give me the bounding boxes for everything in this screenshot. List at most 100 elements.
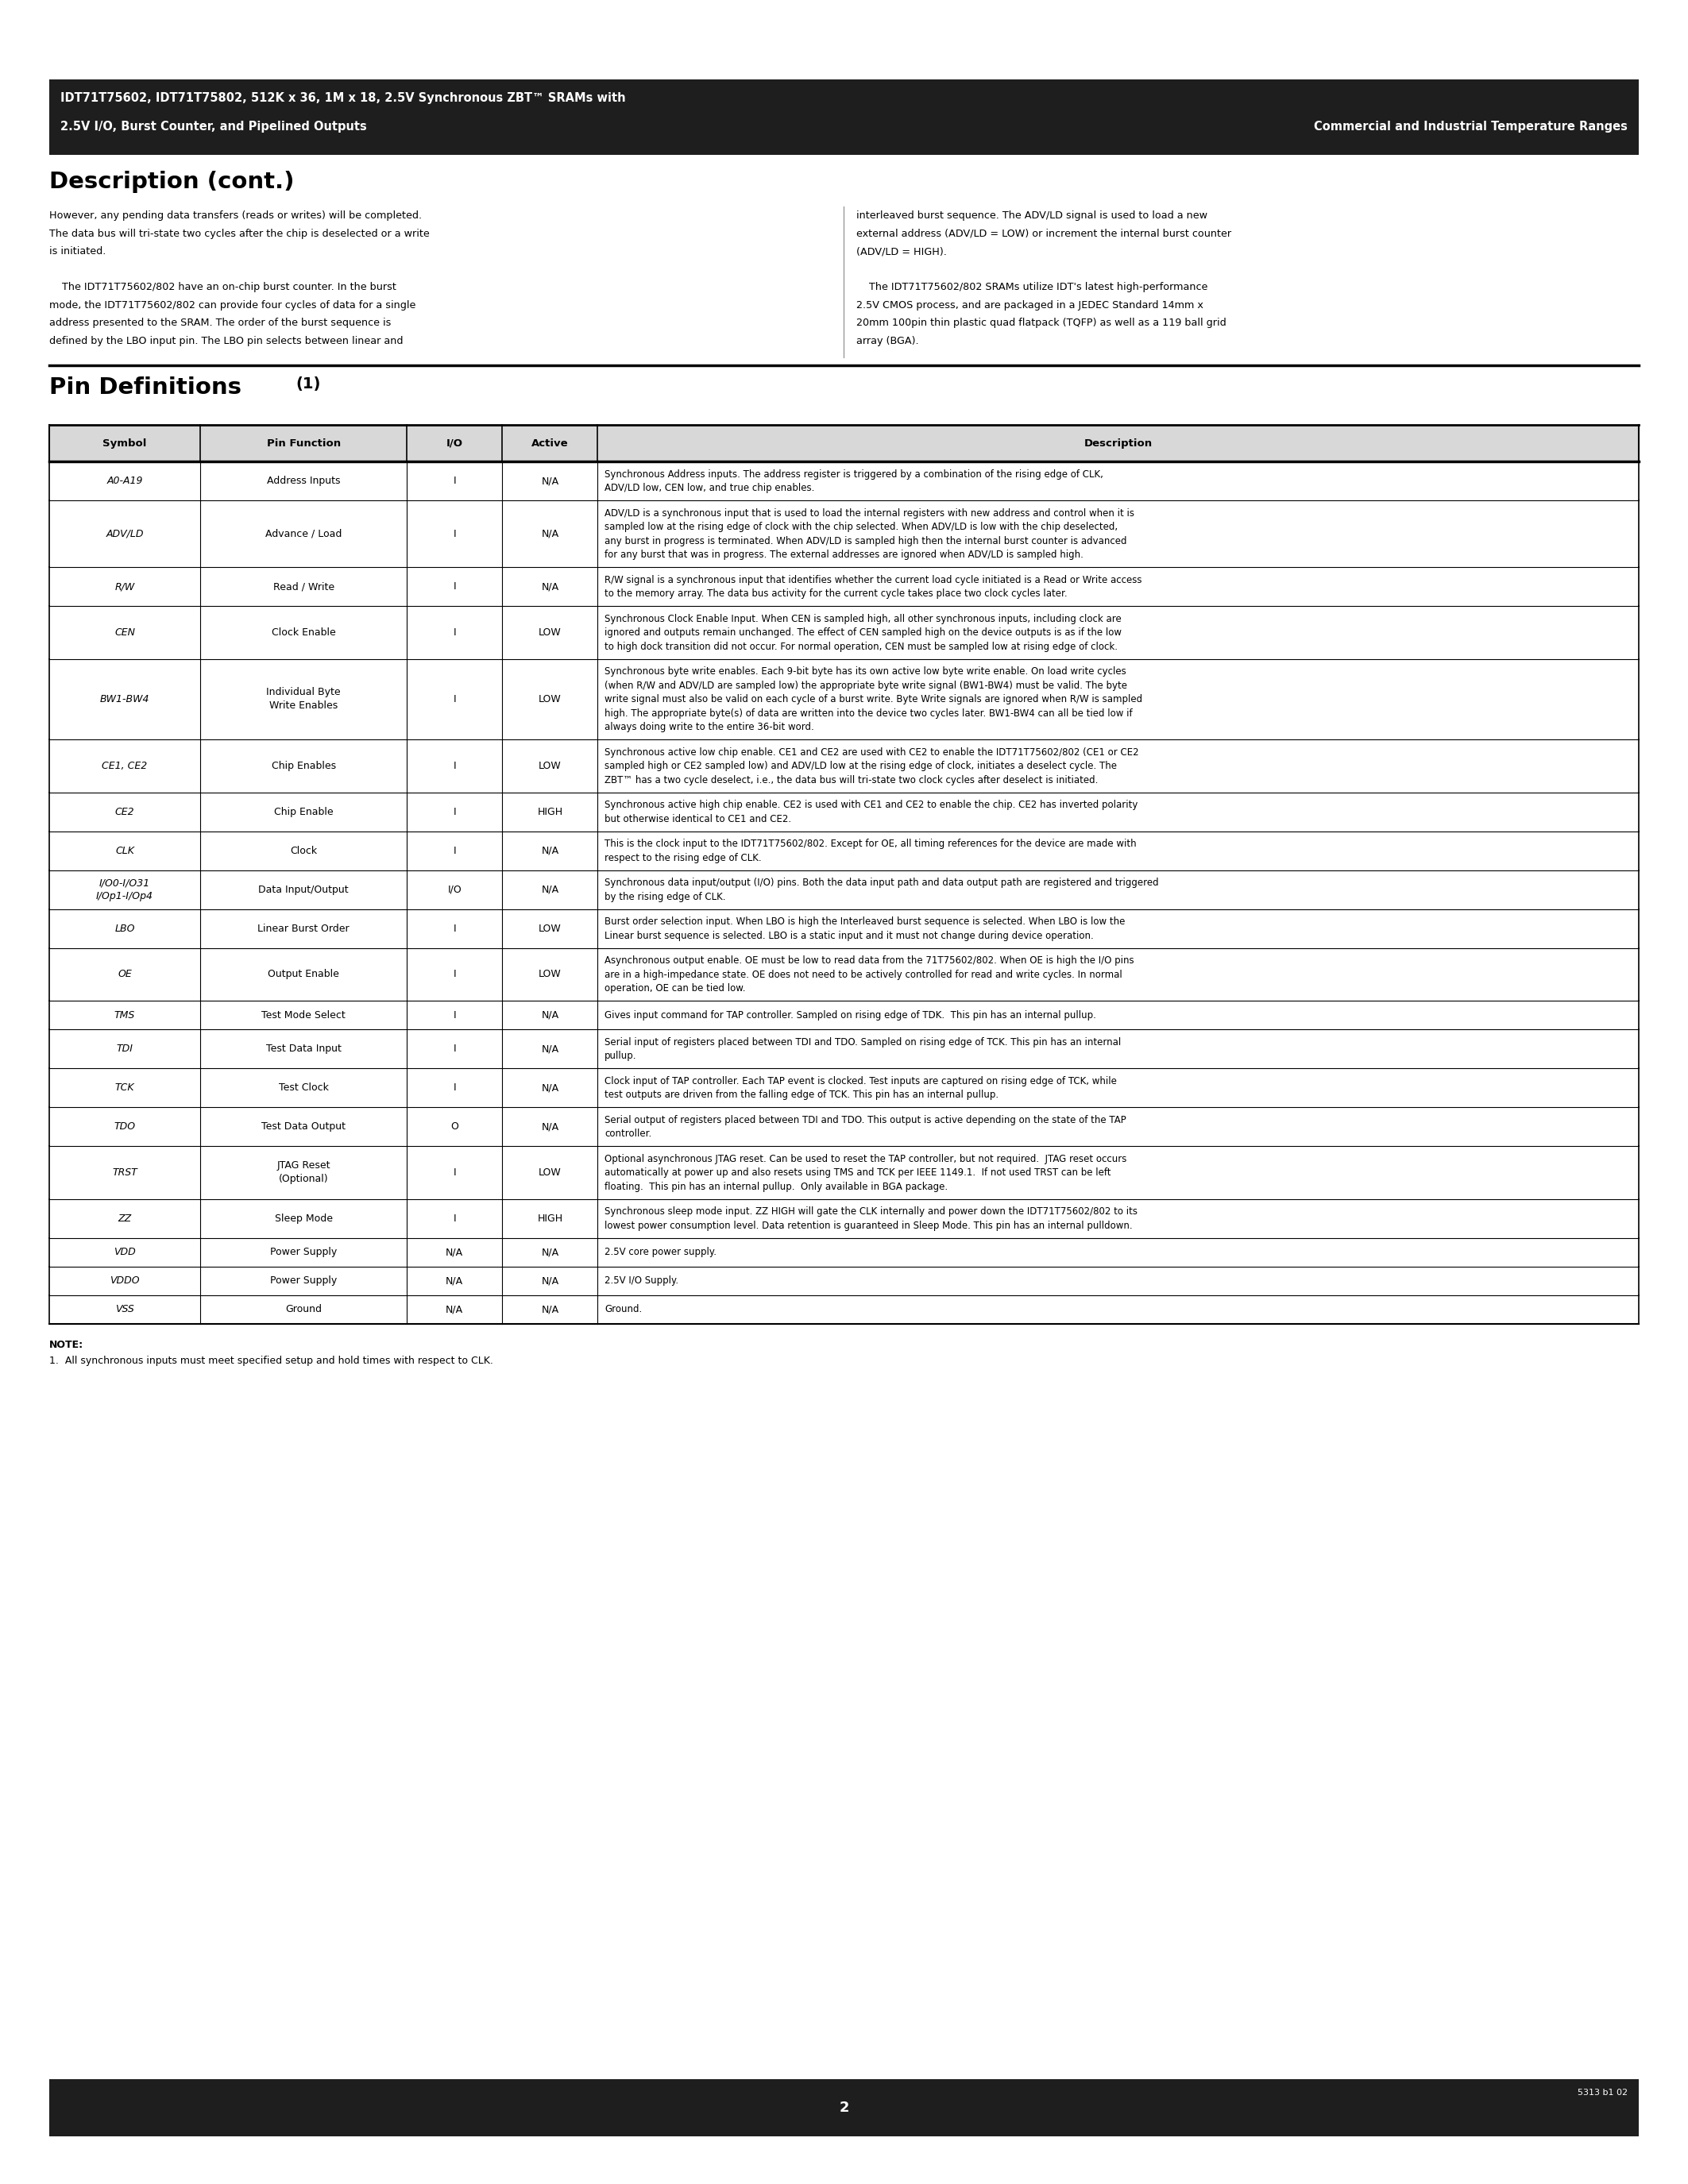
Text: (ADV/LD = HIGH).: (ADV/LD = HIGH). [856,247,947,256]
Text: O: O [451,1120,459,1131]
Text: N/A: N/A [446,1275,464,1286]
Text: N/A: N/A [542,1009,559,1020]
Bar [49,832,1639,869]
Bar [49,1107,1639,1147]
Text: operation, OE can be tied low.: operation, OE can be tied low. [604,983,746,994]
Text: IDT71T75602, IDT71T75802, 512K x 36, 1M x 18, 2.5V Synchronous ZBT™ SRAMs with: IDT71T75602, IDT71T75802, 512K x 36, 1M … [61,92,626,105]
Text: Synchronous byte write enables. Each 9-bit byte has its own active low byte writ: Synchronous byte write enables. Each 9-b… [604,666,1126,677]
Text: 2.5V core power supply.: 2.5V core power supply. [604,1247,717,1258]
Text: I/O0-I/O31: I/O0-I/O31 [100,878,150,889]
Text: A0-A19: A0-A19 [106,476,143,487]
Text: Read / Write: Read / Write [273,581,334,592]
Text: Serial output of registers placed between TDI and TDO. This output is active dep: Serial output of registers placed betwee… [604,1114,1126,1125]
Text: 2.5V CMOS process, and are packaged in a JEDEC Standard 14mm x: 2.5V CMOS process, and are packaged in a… [856,299,1204,310]
Text: external address (ADV/LD = LOW) or increment the internal burst counter: external address (ADV/LD = LOW) or incre… [856,229,1231,238]
Text: TCK: TCK [115,1083,135,1092]
Bar [49,948,1639,1000]
Text: LOW: LOW [538,1166,562,1177]
Text: N/A: N/A [542,1083,559,1092]
Text: This is the clock input to the IDT71T75602/802. Except for OE, all timing refere: This is the clock input to the IDT71T756… [604,839,1136,850]
Text: Clock input of TAP controller. Each TAP event is clocked. Test inputs are captur: Clock input of TAP controller. Each TAP … [604,1077,1117,1085]
Text: (Optional): (Optional) [279,1175,329,1184]
Text: Pin Function: Pin Function [267,439,341,448]
Text: Synchronous active high chip enable. CE2 is used with CE1 and CE2 to enable the : Synchronous active high chip enable. CE2… [604,799,1138,810]
Text: CE1, CE2: CE1, CE2 [101,760,147,771]
Text: Synchronous Clock Enable Input. When CEN is sampled high, all other synchronous : Synchronous Clock Enable Input. When CEN… [604,614,1123,625]
Bar [49,426,1639,461]
Bar [49,1068,1639,1107]
Bar [49,1029,1639,1068]
Text: N/A: N/A [542,476,559,487]
Text: I: I [452,1009,456,1020]
Text: Optional asynchronous JTAG reset. Can be used to reset the TAP controller, but n: Optional asynchronous JTAG reset. Can be… [604,1153,1128,1164]
Text: I: I [452,1083,456,1092]
Text: HIGH: HIGH [537,1212,562,1223]
Text: I: I [452,924,456,933]
Text: The data bus will tri-state two cycles after the chip is deselected or a write: The data bus will tri-state two cycles a… [49,229,429,238]
Text: Ground.: Ground. [604,1304,643,1315]
Text: by the rising edge of CLK.: by the rising edge of CLK. [604,891,726,902]
Text: ADV/LD: ADV/LD [106,529,143,539]
Text: VSS: VSS [115,1304,133,1315]
Bar [49,79,1639,155]
Text: (1): (1) [295,376,321,391]
Text: Test Clock: Test Clock [279,1083,329,1092]
Text: CLK: CLK [115,845,135,856]
Text: I/O: I/O [446,439,463,448]
Text: LOW: LOW [538,627,562,638]
Text: 2.5V I/O, Burst Counter, and Pipelined Outputs: 2.5V I/O, Burst Counter, and Pipelined O… [61,120,366,133]
Bar [49,568,1639,605]
Text: Write Enables: Write Enables [270,701,338,712]
Bar [49,869,1639,909]
Bar [49,1199,1639,1238]
Text: for any burst that was in progress. The external addresses are ignored when ADV/: for any burst that was in progress. The … [604,550,1084,559]
Bar [49,740,1639,793]
Text: HIGH: HIGH [537,806,562,817]
Text: Description (cont.): Description (cont.) [49,170,294,192]
Text: N/A: N/A [542,1247,559,1258]
Text: LBO: LBO [115,924,135,933]
Text: LOW: LOW [538,695,562,703]
Text: I: I [452,1044,456,1055]
Text: Ground: Ground [285,1304,322,1315]
Text: any burst in progress is terminated. When ADV/LD is sampled high then the intern: any burst in progress is terminated. Whe… [604,535,1128,546]
Text: ADV/LD is a synchronous input that is used to load the internal registers with n: ADV/LD is a synchronous input that is us… [604,509,1134,518]
Text: but otherwise identical to CE1 and CE2.: but otherwise identical to CE1 and CE2. [604,815,792,823]
Bar [49,500,1639,568]
Bar [49,605,1639,660]
Text: The IDT71T75602/802 SRAMs utilize IDT's latest high-performance: The IDT71T75602/802 SRAMs utilize IDT's … [856,282,1207,293]
Text: Data Input/Output: Data Input/Output [258,885,349,895]
Bar [49,660,1639,740]
Text: Test Data Input: Test Data Input [267,1044,341,1055]
Text: Chip Enable: Chip Enable [273,806,333,817]
Text: N/A: N/A [542,529,559,539]
Text: Synchronous sleep mode input. ZZ HIGH will gate the CLK internally and power dow: Synchronous sleep mode input. ZZ HIGH wi… [604,1206,1138,1216]
Text: interleaved burst sequence. The ADV/LD signal is used to load a new: interleaved burst sequence. The ADV/LD s… [856,210,1207,221]
Text: I/Op1-I/Op4: I/Op1-I/Op4 [96,891,154,902]
Text: 2: 2 [839,2101,849,2114]
Text: Clock Enable: Clock Enable [272,627,336,638]
Bar [49,461,1639,500]
Text: Gives input command for TAP controller. Sampled on rising edge of TDK.  This pin: Gives input command for TAP controller. … [604,1011,1097,1020]
Text: test outputs are driven from the falling edge of TCK. This pin has an internal p: test outputs are driven from the falling… [604,1090,999,1101]
Text: I: I [452,806,456,817]
Text: CEN: CEN [115,627,135,638]
Text: Clock: Clock [290,845,317,856]
Text: The IDT71T75602/802 have an on-chip burst counter. In the burst: The IDT71T75602/802 have an on-chip burs… [49,282,397,293]
Text: I: I [452,1212,456,1223]
Text: Power Supply: Power Supply [270,1247,338,1258]
Text: Synchronous active low chip enable. CE1 and CE2 are used with CE2 to enable the : Synchronous active low chip enable. CE1 … [604,747,1139,758]
Text: TRST: TRST [111,1166,137,1177]
Text: Synchronous data input/output (I/O) pins. Both the data input path and data outp: Synchronous data input/output (I/O) pins… [604,878,1160,889]
Text: I: I [452,695,456,703]
Text: TMS: TMS [115,1009,135,1020]
Text: OE: OE [118,970,132,978]
Text: N/A: N/A [542,581,559,592]
Text: Active: Active [532,439,569,448]
Text: Test Mode Select: Test Mode Select [262,1009,346,1020]
Text: JTAG Reset: JTAG Reset [277,1160,331,1171]
Text: controller.: controller. [604,1129,652,1140]
Text: I: I [452,970,456,978]
Text: I: I [452,476,456,487]
Text: Address Inputs: Address Inputs [267,476,341,487]
